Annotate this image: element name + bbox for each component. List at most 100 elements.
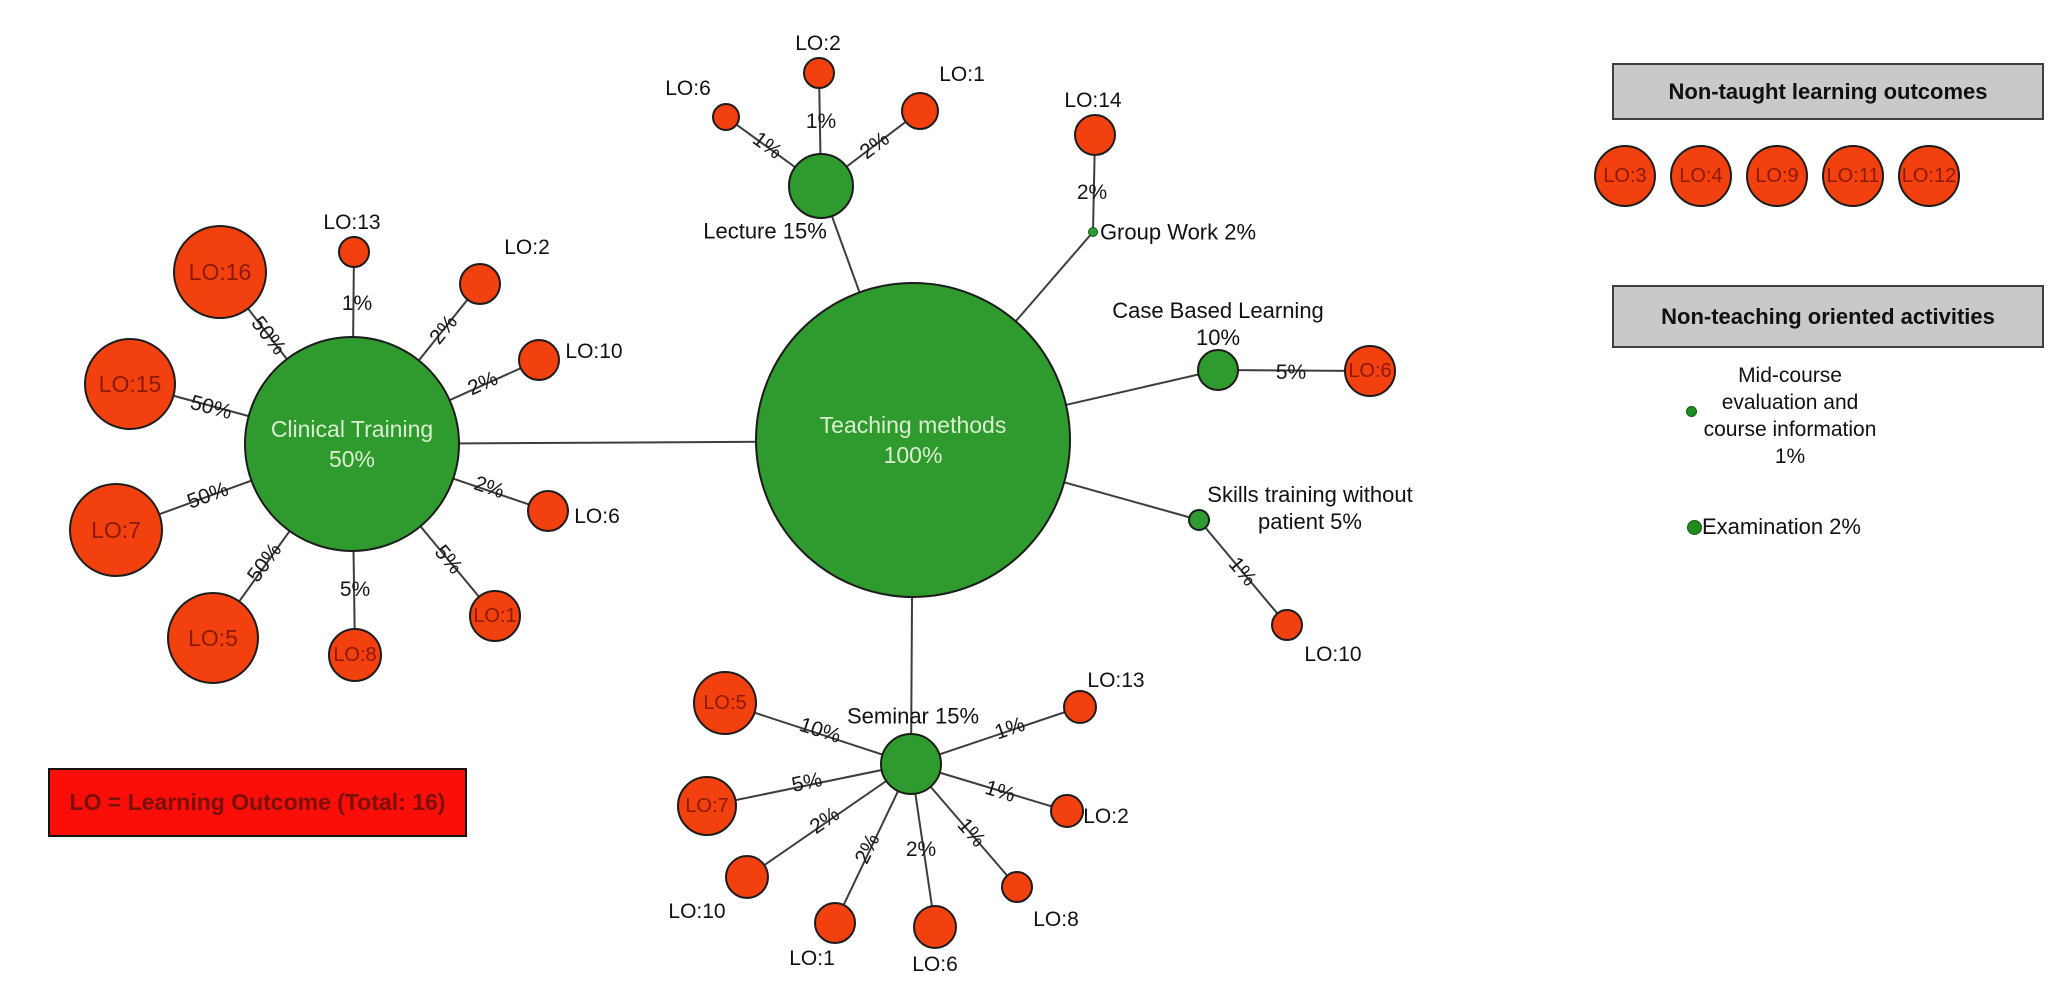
lo-circle [814, 902, 856, 944]
lo-circle: LO:15 [84, 338, 176, 430]
lo-label: LO:12 [1901, 164, 1957, 187]
hub-circle-lecture [788, 153, 854, 219]
edge-percentage-label: 5% [339, 578, 371, 601]
lo-circle: LO:5 [167, 592, 259, 684]
lo-label: LO:10 [565, 340, 623, 363]
teaching-methods-text: Teaching methods 100% [820, 410, 1007, 470]
hub-circle-clinical-training: Clinical Training 50% [244, 336, 460, 552]
case-based-learning-label-line: 10% [1195, 325, 1241, 350]
edge-percentage-label: 2% [1076, 181, 1108, 204]
mid-course-line: course information [1703, 418, 1877, 441]
legend-box: LO = Learning Outcome (Total: 16) [48, 768, 467, 837]
lo-circle [1063, 690, 1097, 724]
clinical-training-text: Clinical Training 50% [246, 414, 458, 474]
lo-label: LO:1 [939, 63, 985, 86]
lo-circle [803, 57, 835, 89]
lo-circle: LO:7 [677, 776, 737, 836]
lo-label: LO:6 [1348, 359, 1392, 382]
edge-percentage-label: 1% [805, 110, 837, 133]
skills-training-label-line: Skills training without [1207, 482, 1413, 507]
lo-label: LO:13 [1087, 669, 1145, 692]
edge-percentage-label: 5% [1275, 361, 1307, 384]
lo-circle [1001, 871, 1033, 903]
hub-circle-skills-training [1188, 509, 1210, 531]
lo-circle: LO:5 [693, 671, 757, 735]
clinical-training-text-line: Clinical Training 50% [270, 416, 434, 472]
lo-label: LO:6 [912, 953, 958, 976]
teaching-methods-text-line: 100% [883, 442, 943, 468]
lo-label: LO:5 [188, 624, 238, 651]
lecture-label: Lecture 15% [703, 218, 827, 245]
mid-course-line: 1% [1774, 445, 1806, 468]
mid-course-line: Mid-course [1738, 364, 1842, 387]
lo-circle: LO:9 [1746, 145, 1808, 207]
lo-label: LO:14 [1064, 89, 1122, 112]
lo-circle [527, 490, 569, 532]
lo-label: LO:9 [1755, 164, 1799, 187]
lo-circle: LO:1 [469, 590, 521, 642]
lo-label: LO:10 [668, 900, 726, 923]
lo-label: LO:8 [1033, 908, 1079, 931]
lo-label: LO:15 [98, 370, 162, 397]
lo-circle: LO:7 [69, 483, 163, 577]
examination-item: Examination 2% [1702, 514, 1861, 539]
lo-label: LO:7 [685, 794, 729, 817]
non-taught-header: Non-taught learning outcomes [1612, 63, 2044, 120]
lo-circle [1074, 114, 1116, 156]
case-based-learning-label-line: Case Based Learning [1112, 298, 1324, 323]
mid-course-line: evaluation and [1721, 391, 1859, 414]
lo-label: LO:8 [333, 643, 377, 666]
lo-label: LO:13 [323, 211, 381, 234]
lo-label: LO:1 [789, 947, 835, 970]
lo-label: LO:6 [665, 77, 711, 100]
teaching-methods-text-line: Teaching methods [819, 412, 1007, 438]
edge-line [724, 702, 912, 765]
lo-circle [1271, 609, 1303, 641]
bullet-dot-icon [1686, 406, 1697, 417]
lo-label: LO:6 [574, 505, 620, 528]
lo-circle [725, 855, 769, 899]
lo-circle: LO:11 [1822, 145, 1884, 207]
lo-label: LO:11 [1826, 164, 1880, 187]
lo-label: LO:16 [188, 258, 252, 285]
lo-label: LO:7 [91, 516, 141, 543]
lo-label: LO:1 [473, 604, 517, 627]
lo-circle: LO:8 [328, 628, 382, 682]
hub-circle-group-work [1088, 227, 1098, 237]
lo-circle: LO:6 [1344, 345, 1396, 397]
edge-line [1198, 519, 1288, 626]
lo-label: LO:2 [1083, 805, 1129, 828]
skills-training-label-line: patient 5% [1258, 509, 1362, 534]
lo-circle [913, 905, 957, 949]
skills-training-label: Skills training without patient 5% [1207, 481, 1412, 535]
lo-label: LO:4 [1679, 164, 1723, 187]
lo-circle: LO:12 [1898, 145, 1960, 207]
lo-circle [518, 339, 560, 381]
lo-label: LO:10 [1304, 643, 1362, 666]
group-work-label-line: Group Work 2% [1099, 219, 1257, 245]
seminar-label: Seminar 15% [847, 703, 979, 730]
edge-line [706, 763, 912, 807]
case-based-learning-label: Case Based Learning 10% [1112, 297, 1324, 351]
lo-circle [459, 263, 501, 305]
edge-percentage-label: 2% [905, 838, 937, 861]
lo-circle [712, 103, 740, 131]
lo-circle: LO:4 [1670, 145, 1732, 207]
hub-circle-case-based-learning [1197, 349, 1239, 391]
bullet-dot-icon [1687, 520, 1702, 535]
lo-circle [901, 92, 939, 130]
hub-circle-seminar [880, 733, 942, 795]
edge-percentage-label: 1% [341, 292, 373, 315]
group-work-label: Group Work 2% [1100, 219, 1256, 246]
lecture-label-line: Lecture 15% [703, 218, 827, 244]
mid-course-item: Mid-course evaluation and course informa… [1695, 362, 1885, 470]
lo-circle: LO:16 [173, 225, 267, 319]
lo-label: LO:2 [504, 236, 550, 259]
hub-circle-teaching-methods: Teaching methods 100% [755, 282, 1071, 598]
non-teaching-header: Non-teaching oriented activities [1612, 285, 2044, 348]
edge-line [746, 763, 912, 878]
lo-circle: LO:3 [1594, 145, 1656, 207]
lo-circle [1050, 794, 1084, 828]
seminar-label-line: Seminar 15% [846, 703, 980, 729]
lo-label: LO:2 [795, 32, 841, 55]
